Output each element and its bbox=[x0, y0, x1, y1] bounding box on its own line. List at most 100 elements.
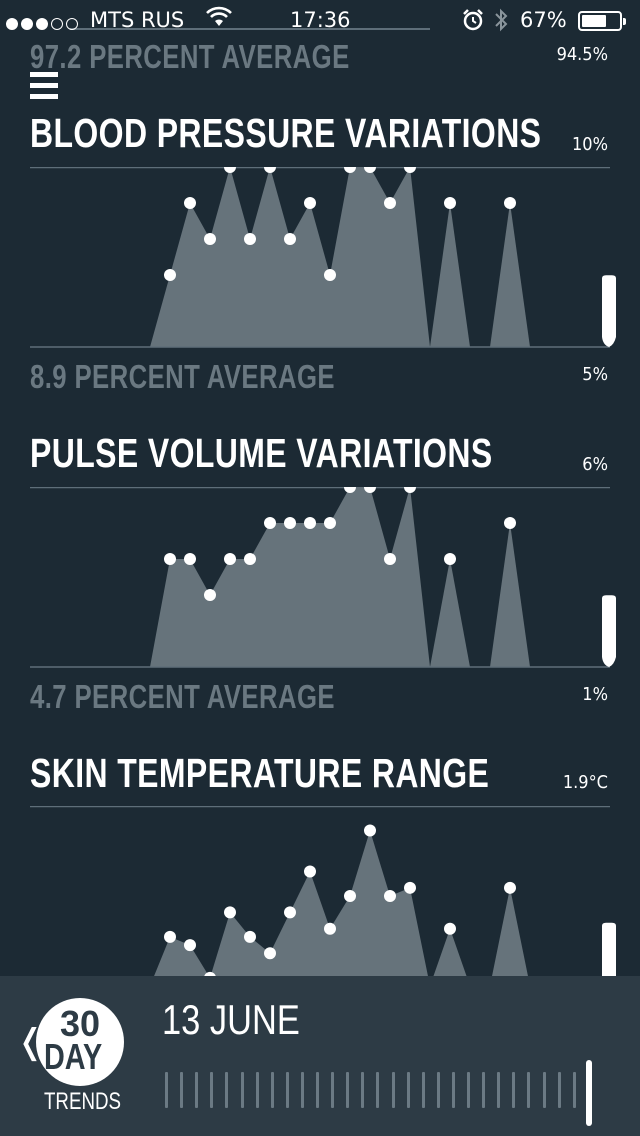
scroll-divider bbox=[70, 28, 430, 30]
data-point[interactable] bbox=[324, 269, 336, 281]
range-indicator[interactable] bbox=[602, 275, 616, 347]
data-point[interactable] bbox=[284, 233, 296, 245]
top-value: 6% bbox=[582, 454, 608, 475]
top-value: 1.9°C bbox=[562, 772, 608, 793]
average-label: 97.2 PERCENT AVERAGE bbox=[30, 38, 350, 75]
data-point[interactable] bbox=[184, 939, 196, 952]
trends-label: TRENDS bbox=[44, 1088, 121, 1115]
area-segment bbox=[430, 559, 470, 667]
date-tick[interactable] bbox=[467, 1072, 470, 1108]
data-point[interactable] bbox=[384, 197, 396, 209]
range-indicator[interactable] bbox=[602, 595, 616, 667]
data-point[interactable] bbox=[244, 233, 256, 245]
date-tick[interactable] bbox=[406, 1072, 410, 1108]
battery-icon bbox=[578, 11, 626, 31]
data-point[interactable] bbox=[164, 553, 176, 565]
date-tick[interactable] bbox=[255, 1072, 259, 1108]
area-segment bbox=[150, 830, 430, 986]
data-point[interactable] bbox=[364, 487, 376, 493]
date-tick[interactable] bbox=[497, 1072, 501, 1108]
date-tick[interactable] bbox=[195, 1072, 199, 1108]
data-point[interactable] bbox=[184, 197, 196, 209]
data-point[interactable] bbox=[224, 906, 236, 919]
date-tick[interactable] bbox=[391, 1072, 395, 1108]
date-tick[interactable] bbox=[421, 1072, 425, 1108]
data-point[interactable] bbox=[304, 517, 316, 529]
date-tick[interactable] bbox=[376, 1072, 380, 1108]
data-point[interactable] bbox=[384, 553, 396, 565]
average-value: 1% bbox=[582, 684, 608, 705]
date-tick[interactable] bbox=[451, 1072, 455, 1108]
data-point[interactable] bbox=[264, 517, 276, 529]
date-tick[interactable] bbox=[270, 1072, 274, 1108]
pulse-volume-area-chart bbox=[30, 487, 616, 668]
date-tick[interactable] bbox=[300, 1072, 304, 1108]
area-segment bbox=[150, 487, 430, 667]
data-point[interactable] bbox=[344, 890, 356, 902]
skin-temperature-area-chart bbox=[30, 806, 616, 987]
average-value: 94.5% bbox=[556, 44, 608, 65]
data-point[interactable] bbox=[404, 881, 416, 894]
data-point[interactable] bbox=[164, 269, 176, 281]
date-tick[interactable] bbox=[316, 1072, 319, 1108]
data-point[interactable] bbox=[304, 865, 316, 878]
skin-temperature-chart bbox=[0, 806, 640, 988]
data-point[interactable] bbox=[444, 922, 456, 935]
data-point[interactable] bbox=[384, 890, 396, 902]
date-tick[interactable] bbox=[346, 1072, 350, 1108]
hamburger-menu-icon[interactable] bbox=[30, 72, 58, 102]
data-point[interactable] bbox=[244, 553, 256, 565]
top-value: 10% bbox=[572, 134, 608, 155]
date-tick[interactable] bbox=[512, 1072, 516, 1108]
date-tick[interactable] bbox=[542, 1072, 546, 1108]
clock: 17:36 bbox=[290, 8, 351, 32]
data-point[interactable] bbox=[404, 167, 416, 173]
section-title: SKIN TEMPERATURE RANGE bbox=[30, 750, 490, 796]
data-point[interactable] bbox=[344, 167, 356, 173]
data-point[interactable] bbox=[444, 197, 456, 209]
data-point[interactable] bbox=[324, 517, 336, 529]
data-point[interactable] bbox=[204, 589, 216, 601]
date-tick[interactable] bbox=[361, 1072, 365, 1108]
data-point[interactable] bbox=[244, 930, 256, 943]
signal-strength-icon bbox=[6, 12, 81, 36]
date-tick[interactable] bbox=[585, 1060, 592, 1126]
data-point[interactable] bbox=[364, 824, 376, 837]
data-point[interactable] bbox=[264, 167, 276, 173]
data-point[interactable] bbox=[164, 930, 176, 943]
date-tick[interactable] bbox=[557, 1072, 561, 1108]
date-tick[interactable] bbox=[285, 1072, 289, 1108]
data-point[interactable] bbox=[184, 553, 196, 565]
date-tick[interactable] bbox=[527, 1072, 531, 1108]
date-tick[interactable] bbox=[240, 1072, 244, 1108]
date-tick[interactable] bbox=[436, 1072, 440, 1108]
date-tick[interactable] bbox=[331, 1072, 335, 1108]
date-tick[interactable] bbox=[180, 1072, 184, 1108]
period-selector-button[interactable]: 30 DAY bbox=[36, 998, 124, 1086]
date-tick[interactable] bbox=[482, 1072, 486, 1108]
range-indicator[interactable] bbox=[602, 922, 616, 986]
date-tick[interactable] bbox=[210, 1072, 214, 1108]
data-point[interactable] bbox=[504, 881, 516, 894]
data-point[interactable] bbox=[284, 517, 296, 529]
average-label: 8.9 PERCENT AVERAGE bbox=[30, 358, 335, 395]
section-title: PULSE VOLUME VARIATIONS bbox=[30, 430, 493, 476]
data-point[interactable] bbox=[224, 553, 236, 565]
data-point[interactable] bbox=[504, 517, 516, 529]
data-point[interactable] bbox=[364, 167, 376, 173]
data-point[interactable] bbox=[284, 906, 296, 919]
data-point[interactable] bbox=[404, 487, 416, 493]
date-tick[interactable] bbox=[165, 1072, 168, 1108]
data-point[interactable] bbox=[204, 233, 216, 245]
data-point[interactable] bbox=[324, 922, 336, 935]
data-point[interactable] bbox=[444, 553, 456, 565]
date-tick[interactable] bbox=[225, 1072, 229, 1108]
data-point[interactable] bbox=[264, 947, 276, 960]
date-tick[interactable] bbox=[572, 1072, 576, 1108]
area-segment bbox=[430, 928, 470, 986]
data-point[interactable] bbox=[344, 487, 356, 493]
data-point[interactable] bbox=[304, 197, 316, 209]
data-point[interactable] bbox=[504, 197, 516, 209]
wifi-icon bbox=[206, 6, 232, 33]
data-point[interactable] bbox=[224, 167, 236, 173]
